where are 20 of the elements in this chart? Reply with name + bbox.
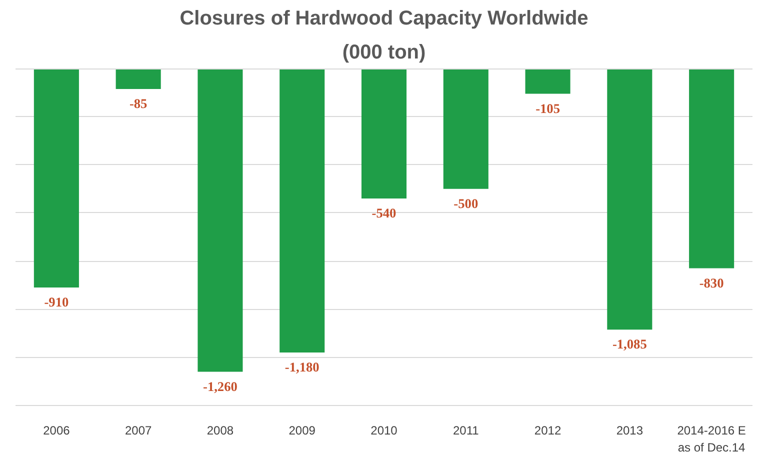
- chart-subtitle: (000 ton): [342, 42, 426, 64]
- x-tick-label: 2011: [452, 424, 480, 438]
- x-tick-label: 2009: [288, 424, 316, 438]
- data-label: -1,260: [203, 378, 238, 394]
- x-tick-label: 2013: [616, 424, 644, 438]
- data-label: -910: [44, 294, 69, 310]
- data-label: -105: [536, 100, 560, 116]
- data-label: -1,180: [284, 360, 320, 375]
- x-tick-label: 2010: [370, 424, 398, 438]
- chart-title: Closures of Hardwood Capacity Worldwide: [180, 8, 588, 30]
- x-tick-label: 2008: [206, 424, 234, 438]
- data-label: -85: [129, 96, 148, 111]
- x-tick-label: 2006: [43, 424, 70, 438]
- data-label: -540: [372, 205, 397, 220]
- data-label: -500: [454, 196, 478, 211]
- data-label: -830: [699, 275, 724, 290]
- x-tick-label: 2007: [124, 424, 152, 438]
- data-label: -1,085: [612, 336, 648, 352]
- x-tick-label: 2014-2016 E as of Dec.14: [677, 424, 746, 454]
- x-tick-label: 2012: [534, 424, 562, 438]
